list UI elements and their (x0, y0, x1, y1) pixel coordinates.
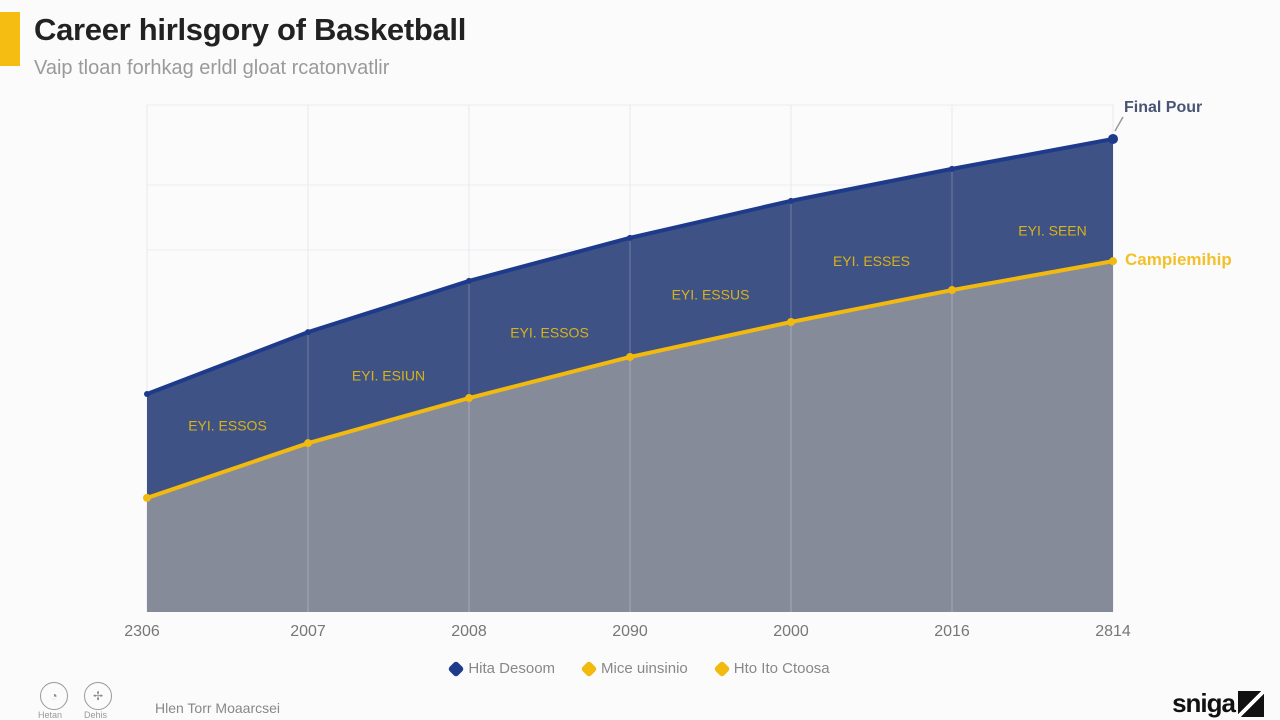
data-label: EYI. ESSOS (188, 418, 267, 434)
series-end-label: Final Pour (1124, 99, 1202, 116)
legend-marker-icon (447, 660, 465, 677)
x-tick-label: 2007 (290, 623, 326, 640)
accent-bar (0, 12, 20, 66)
point-final-pour (466, 277, 472, 284)
legend-label: Hto Ito Ctoosa (733, 660, 830, 677)
logo-mark-icon (1238, 690, 1264, 717)
logo-text: sniga (1172, 688, 1236, 718)
x-tick-label: 2016 (934, 623, 970, 640)
data-label: EYI. ESSUS (672, 286, 750, 302)
data-label: EYI. SEEN (1018, 223, 1086, 239)
series-end-label: Campiemihip (1125, 250, 1232, 269)
legend-item[interactable]: Hto Ito Ctoosa (713, 660, 830, 677)
data-label: EYI. ESSOS (510, 325, 589, 341)
data-label: EYI. ESIUN (352, 368, 425, 384)
footer-icon-label: Dehis (84, 710, 108, 720)
area-campiemihip (147, 261, 1113, 612)
point-final-pour (788, 197, 794, 204)
point-final-pour (144, 390, 150, 397)
legend-marker-icon (580, 660, 598, 677)
legend-item[interactable]: Mice uinsinio (580, 660, 688, 677)
point-campiemihip (143, 493, 151, 502)
x-tick-label: 2090 (612, 623, 648, 640)
point-campiemihip (948, 286, 956, 295)
x-tick-label: 2814 (1095, 623, 1131, 640)
data-label: EYI. ESSES (833, 253, 910, 269)
legend-label: Hita Desoom (468, 660, 556, 677)
point-final-pour (627, 234, 633, 241)
point-final-pour (1108, 133, 1118, 144)
point-campiemihip (626, 352, 634, 361)
legend-item[interactable]: Hita Desoom (447, 660, 556, 677)
point-campiemihip (1109, 257, 1117, 266)
point-campiemihip (465, 394, 473, 403)
x-tick-label: 2000 (773, 623, 809, 640)
point-campiemihip (787, 317, 795, 326)
logo: sniga (1172, 688, 1264, 719)
compass-icon[interactable]: ✢ (84, 682, 112, 710)
clock-icon[interactable]: ◔ (40, 682, 68, 710)
legend: Hita Desoom Mice uinsinio Hto Ito Ctoosa (0, 660, 1280, 677)
legend-label: Mice uinsinio (601, 660, 688, 677)
point-final-pour (305, 329, 311, 336)
footer-icon-label: Hetan (38, 710, 63, 720)
annotation-leader (1114, 116, 1124, 132)
footer-text: Hlen Torr Moaarcsei (155, 700, 281, 716)
chart-title: Career hirlsgory of Basketball (34, 12, 467, 47)
legend-marker-icon (713, 660, 731, 677)
x-tick-label: 2306 (124, 623, 160, 640)
x-tick-label: 2008 (451, 623, 487, 640)
point-final-pour (949, 165, 955, 172)
point-campiemihip (304, 439, 312, 448)
chart-subtitle: Vaip tloan forhkag erldl gloat rcatonvat… (34, 57, 390, 79)
